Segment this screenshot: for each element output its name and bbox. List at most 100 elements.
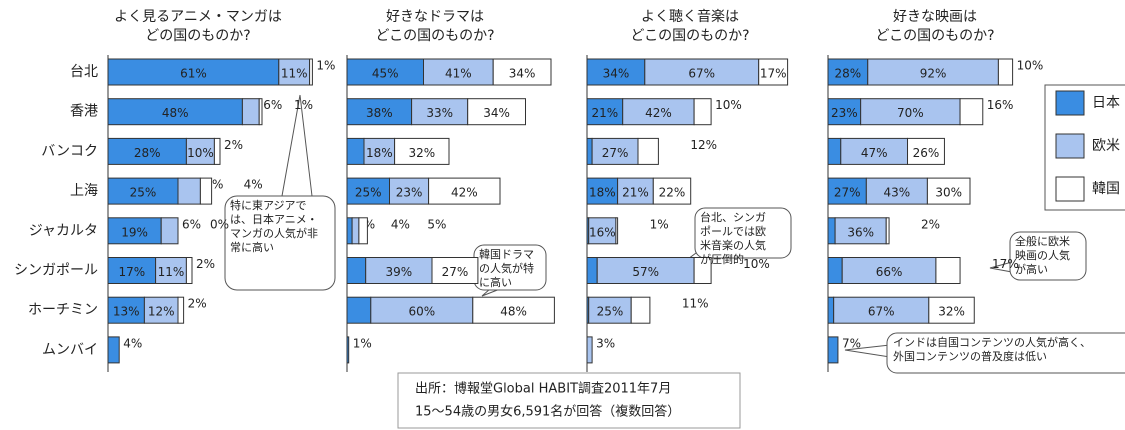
- callout-box: [1009, 231, 1087, 281]
- value-label: 32%: [938, 305, 965, 319]
- value-label: 34%: [509, 67, 536, 81]
- bar-segment: [107, 58, 280, 86]
- bar-segment: [278, 58, 311, 86]
- bar-segment: [199, 177, 213, 205]
- panel-title: 好きなドラマは: [386, 9, 484, 25]
- bar-segment: [346, 177, 390, 205]
- category-label: ムンバイ: [42, 342, 98, 358]
- value-label: 13%: [113, 305, 140, 319]
- bar-segment: [213, 137, 221, 165]
- value-label: 67%: [688, 67, 715, 81]
- value-label: 42%: [451, 186, 478, 200]
- value-label: 19%: [121, 225, 148, 239]
- category-label: 上海: [70, 183, 98, 199]
- value-label: 17%: [992, 257, 1019, 271]
- annotation: は、日本アニメ・: [230, 212, 318, 226]
- annotation: の人気が特: [479, 261, 534, 275]
- value-label: 27%: [834, 186, 861, 200]
- bar-segment: [693, 98, 712, 126]
- value-label: 34%: [603, 67, 630, 81]
- bar-segment: [107, 217, 162, 245]
- value-label: 23%: [396, 186, 423, 200]
- category-label: 香港: [70, 104, 98, 120]
- value-label: 2%: [188, 297, 207, 311]
- bar-segment: [588, 296, 632, 324]
- bar-segment: [827, 98, 862, 126]
- bar-segment: [586, 98, 624, 126]
- annotation: ポールでは欧: [700, 225, 766, 238]
- value-label: 47%: [861, 146, 888, 160]
- bar-segment: [389, 177, 430, 205]
- bar-segment: [472, 296, 555, 324]
- bar-segment: [630, 296, 651, 324]
- value-label: 2%: [921, 217, 940, 231]
- bar-segment: [351, 217, 360, 245]
- bar-segment: [177, 296, 185, 324]
- bar-segment: [107, 177, 179, 205]
- value-label: 27%: [602, 146, 629, 160]
- value-label: 1%: [353, 336, 372, 350]
- value-label: 33%: [426, 106, 453, 120]
- bar-segment: [428, 177, 501, 205]
- bar-segment: [586, 58, 646, 86]
- annotation: 特に東アジアで: [230, 198, 307, 212]
- bar-segment: [617, 177, 654, 205]
- value-label: 6%: [263, 98, 282, 112]
- annotation: 常に高い: [230, 240, 274, 254]
- bar-segment: [309, 58, 313, 86]
- value-label: 48%: [500, 305, 527, 319]
- bar-segment: [596, 257, 695, 284]
- bar-segment: [935, 257, 961, 284]
- bar-segment: [107, 257, 157, 284]
- bar-segment: [411, 98, 469, 126]
- bar-segment: [997, 58, 1014, 86]
- annotation: 韓国ドラマ: [479, 248, 534, 261]
- value-label: 48%: [162, 106, 189, 120]
- bar-segment: [346, 217, 353, 245]
- value-label: 10%: [743, 257, 770, 271]
- bar-segment: [358, 217, 368, 245]
- value-label: 17%: [118, 265, 145, 279]
- value-label: 3%: [596, 336, 615, 350]
- bar-segment: [492, 58, 552, 86]
- bar-segment: [867, 58, 999, 86]
- bar-segment: [107, 336, 120, 364]
- category-label: バンコク: [41, 143, 98, 159]
- value-label: 18%: [366, 146, 393, 160]
- bar-segment: [394, 137, 450, 165]
- category-label: ホーチミン: [28, 302, 98, 318]
- bar-segment: [827, 58, 869, 86]
- value-label: 2%: [224, 138, 243, 152]
- legend-label: 日本: [1092, 95, 1120, 111]
- value-label: 39%: [386, 265, 413, 279]
- value-label: 61%: [180, 67, 207, 81]
- bar-segment: [652, 177, 692, 205]
- value-label: 26%: [913, 146, 940, 160]
- bar-segment: [363, 137, 396, 165]
- bar-segment: [423, 58, 494, 86]
- annotation: が圧倒的: [700, 252, 744, 266]
- value-label: 1%: [316, 59, 335, 73]
- value-label: 16%: [987, 98, 1014, 112]
- value-label: 10%: [187, 146, 214, 160]
- bar-segment: [155, 257, 187, 284]
- bar-segment: [143, 296, 179, 324]
- bar-segment: [827, 177, 867, 205]
- value-label: 10%: [1017, 59, 1044, 73]
- value-label: 34%: [483, 106, 510, 120]
- bar-segment: [431, 257, 479, 284]
- bar-segment: [907, 137, 945, 165]
- value-label: 45%: [372, 67, 399, 81]
- value-label: 23%: [831, 106, 858, 120]
- bar-segment: [827, 296, 835, 324]
- bar-segment: [346, 98, 413, 126]
- annotation: 台北、シンガ: [700, 210, 766, 224]
- annotation: に高い: [479, 275, 512, 289]
- annotation: 全般に欧米: [1015, 234, 1070, 248]
- value-label: 41%: [445, 67, 472, 81]
- bar-segment: [370, 296, 474, 324]
- value-label: 70%: [897, 106, 924, 120]
- value-label: 30%: [935, 186, 962, 200]
- bar-segment: [885, 217, 890, 245]
